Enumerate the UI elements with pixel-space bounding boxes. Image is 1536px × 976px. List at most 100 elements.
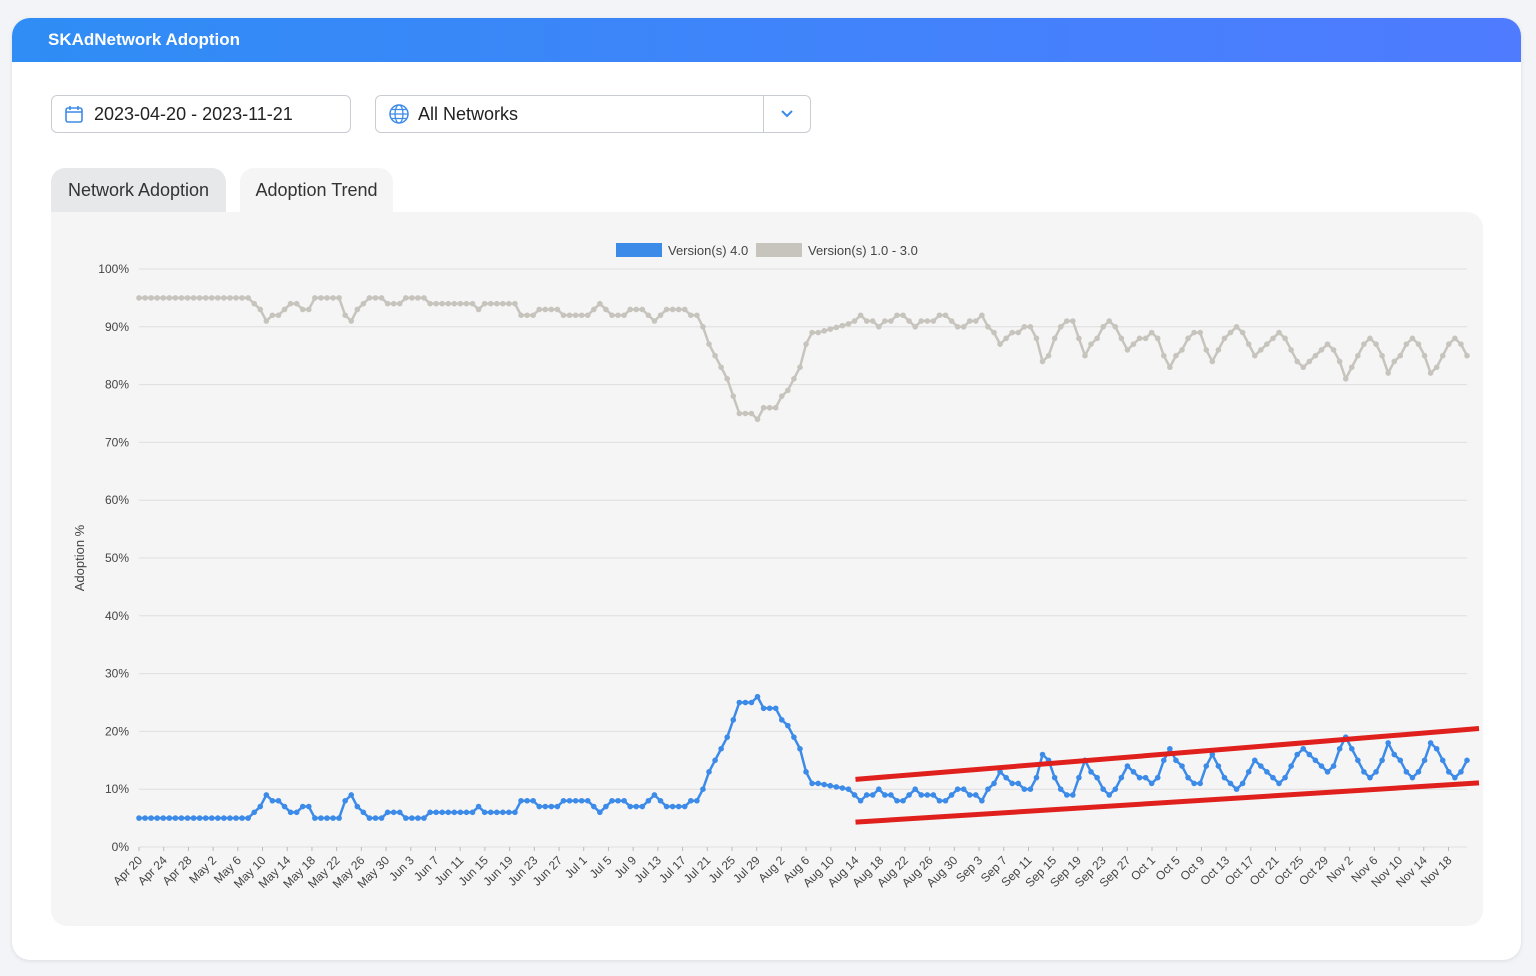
- data-point: [718, 364, 724, 371]
- data-point: [1300, 364, 1307, 371]
- data-point: [1367, 774, 1373, 781]
- data-point: [318, 295, 324, 301]
- tab-adoption-trend[interactable]: Adoption Trend: [240, 168, 393, 212]
- data-point: [566, 797, 573, 804]
- data-point: [208, 815, 215, 821]
- data-point: [1427, 740, 1434, 746]
- network-select-value: All Networks: [418, 103, 519, 124]
- data-point: [900, 797, 906, 804]
- network-dropdown-toggle[interactable]: [763, 96, 810, 132]
- data-point: [500, 300, 506, 307]
- data-point: [366, 815, 373, 821]
- data-point: [299, 803, 306, 810]
- data-point: [1258, 763, 1264, 769]
- data-point: [1336, 745, 1343, 752]
- legend-swatch: [616, 243, 662, 257]
- data-point: [778, 393, 785, 399]
- data-point: [299, 306, 306, 313]
- data-point: [1057, 786, 1064, 792]
- data-point: [1355, 757, 1361, 764]
- data-point: [481, 809, 488, 816]
- data-point: [305, 803, 312, 810]
- data-point: [1173, 757, 1179, 764]
- data-point: [1033, 335, 1040, 342]
- data-point: [172, 295, 179, 301]
- data-point: [675, 306, 682, 313]
- card-header: SKAdNetwork Adoption: [12, 18, 1521, 62]
- data-point: [882, 318, 888, 324]
- data-point: [1057, 324, 1064, 330]
- chart-panel: 0% 10% 20% 30% 40% 50% 60% 70% 80% 90% 100% Adoptio…: [51, 212, 1483, 926]
- data-point: [293, 300, 300, 307]
- data-point: [239, 295, 245, 301]
- data-point: [506, 809, 512, 816]
- data-point: [366, 295, 373, 301]
- data-point: [973, 318, 979, 324]
- x-tick-label: Jul 29: [730, 853, 763, 886]
- data-point: [566, 312, 573, 319]
- data-point: [1379, 757, 1385, 764]
- data-point: [1251, 757, 1258, 764]
- data-point: [1015, 329, 1022, 336]
- data-point: [633, 306, 640, 313]
- data-point: [251, 809, 258, 816]
- data-point: [572, 797, 579, 804]
- data-point: [700, 324, 706, 330]
- data-point: [1348, 364, 1355, 371]
- data-point: [1197, 780, 1203, 787]
- data-point: [190, 295, 197, 301]
- data-point: [1227, 780, 1234, 787]
- data-point: [1015, 780, 1022, 787]
- x-tick-label: Jul 5: [587, 853, 615, 881]
- data-point: [578, 312, 585, 319]
- data-point: [1251, 352, 1258, 359]
- data-point: [627, 803, 633, 810]
- data-point: [518, 312, 524, 319]
- data-point: [263, 318, 270, 324]
- data-point: [1136, 335, 1143, 342]
- data-point: [384, 300, 391, 307]
- data-point: [445, 300, 452, 307]
- data-point: [469, 300, 476, 307]
- data-point: [451, 300, 458, 307]
- data-point: [360, 300, 367, 307]
- data-point: [1161, 352, 1167, 359]
- data-point: [251, 300, 258, 307]
- data-point: [1245, 341, 1252, 347]
- data-point: [1197, 329, 1203, 336]
- data-point: [536, 803, 543, 810]
- data-point: [863, 792, 870, 798]
- data-point: [1306, 358, 1313, 365]
- data-point: [1161, 757, 1167, 764]
- data-point: [403, 815, 409, 821]
- data-point: [1221, 774, 1228, 781]
- data-point: [281, 306, 288, 313]
- adoption-line-chart: 0% 10% 20% 30% 40% 50% 60% 70% 80% 90% 100% Adoptio…: [72, 243, 1480, 891]
- network-select[interactable]: All Networks: [375, 95, 811, 133]
- data-point: [239, 815, 245, 821]
- data-point: [1191, 329, 1197, 336]
- data-point: [936, 797, 943, 804]
- data-point: [991, 780, 997, 787]
- data-point: [1063, 318, 1070, 324]
- globe-icon: [389, 104, 409, 124]
- data-point: [791, 376, 797, 382]
- data-point: [554, 803, 561, 810]
- data-point: [760, 705, 767, 712]
- data-point: [754, 416, 761, 423]
- tab-network-adoption[interactable]: Network Adoption: [51, 168, 226, 212]
- data-point: [348, 792, 355, 798]
- data-point: [1330, 347, 1337, 353]
- data-point: [1421, 757, 1428, 764]
- data-point: [215, 295, 221, 301]
- x-tick-label: Sep 3: [953, 853, 985, 885]
- data-point: [1239, 329, 1246, 336]
- y-tick-label: 60%: [105, 493, 129, 507]
- data-point: [1179, 347, 1185, 353]
- data-point: [415, 295, 421, 301]
- data-point: [1373, 769, 1379, 775]
- date-range-picker[interactable]: 2023-04-20 - 2023-11-21: [51, 95, 351, 133]
- data-point: [1294, 751, 1301, 758]
- chevron-down-icon: [781, 110, 793, 118]
- data-point: [530, 312, 536, 319]
